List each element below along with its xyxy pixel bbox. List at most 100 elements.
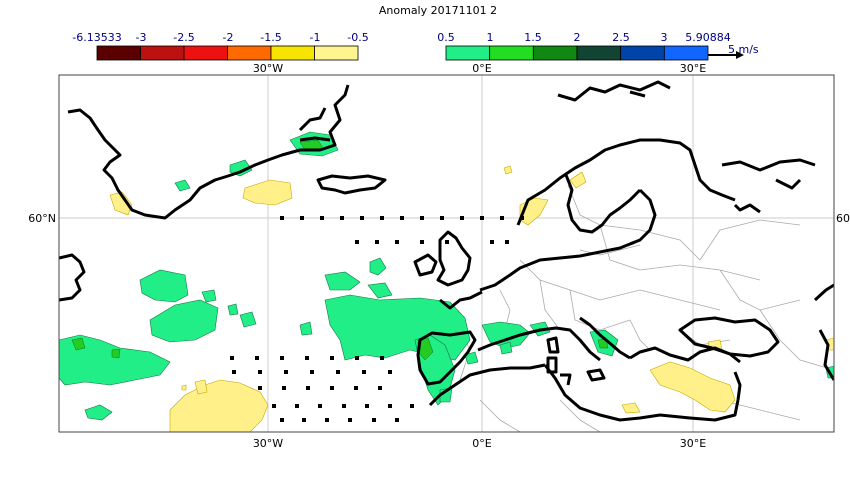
- wind-vector-mark: [480, 216, 484, 220]
- legend-positive-swatch: [532, 45, 578, 61]
- wind-vector-mark: [280, 418, 284, 422]
- bottom-tick-label: 0°E: [472, 437, 491, 450]
- wind-vector-mark: [280, 216, 284, 220]
- wind-vector-mark: [380, 356, 384, 360]
- wind-vector-mark: [400, 216, 404, 220]
- wind-vector-mark: [360, 216, 364, 220]
- legend-positive-label: 1: [487, 31, 494, 44]
- wind-vector-mark: [372, 418, 376, 422]
- wind-vector-mark: [232, 370, 236, 374]
- legend-negative-label: -1: [310, 31, 321, 44]
- wind-vector-mark: [348, 418, 352, 422]
- left-tick-label: 60°N: [28, 212, 56, 225]
- wind-vector-mark: [300, 216, 304, 220]
- wind-reference: 5 m/s: [708, 43, 759, 59]
- wind-vector-mark: [395, 240, 399, 244]
- wind-vector-mark: [365, 404, 369, 408]
- wind-vector-mark: [420, 240, 424, 244]
- legend-negative-label: -1.5: [260, 31, 281, 44]
- wind-vector-mark: [302, 418, 306, 422]
- legend-positive-label: 5.90884: [685, 31, 731, 44]
- bottom-tick-label: 30°E: [680, 437, 706, 450]
- wind-vector-mark: [336, 370, 340, 374]
- wind-vector-mark: [395, 418, 399, 422]
- wind-vector-mark: [280, 356, 284, 360]
- wind-vector-mark: [330, 356, 334, 360]
- legend-negative-label: -0.5: [347, 31, 368, 44]
- wind-vector-mark: [520, 216, 524, 220]
- wind-vector-mark: [378, 386, 382, 390]
- top-tick-label: 30°E: [680, 62, 706, 75]
- wind-vector-mark: [410, 404, 414, 408]
- wind-vector-mark: [306, 386, 310, 390]
- wind-vector-mark: [420, 216, 424, 220]
- legend-positive-label: 2.5: [612, 31, 630, 44]
- wind-vector-mark: [282, 386, 286, 390]
- wind-reference-label: 5 m/s: [728, 43, 759, 56]
- wind-vector-mark: [500, 216, 504, 220]
- wind-vector-mark: [460, 216, 464, 220]
- legend-negative-label: -2: [223, 31, 234, 44]
- wind-vector-mark: [505, 240, 509, 244]
- legend-negative-swatch: [140, 45, 185, 61]
- wind-vector-mark: [230, 356, 234, 360]
- legend-negative-swatch: [96, 45, 141, 61]
- wind-vector-mark: [272, 404, 276, 408]
- wind-vectors: [230, 216, 524, 422]
- legend-positive-label: 3: [661, 31, 668, 44]
- map-area: [59, 75, 834, 432]
- wind-vector-mark: [320, 216, 324, 220]
- wind-vector-mark: [388, 370, 392, 374]
- legend-positive-swatch: [576, 45, 622, 61]
- legend-negative-swatch: [183, 45, 228, 61]
- wind-vector-mark: [355, 356, 359, 360]
- wind-vector-mark: [284, 370, 288, 374]
- legend-negative-label: -2.5: [173, 31, 194, 44]
- wind-vector-mark: [440, 216, 444, 220]
- legend-negative: -6.13533 -3 -2.5 -2 -1.5 -1 -0.5: [72, 31, 369, 61]
- negative-anomaly-regions: [109, 165, 834, 432]
- wind-vector-mark: [490, 240, 494, 244]
- wind-vector-mark: [310, 370, 314, 374]
- wind-vector-mark: [295, 404, 299, 408]
- coastlines: [59, 80, 834, 422]
- axis-labels: 30°W 0°E 30°E 30°W 0°E 30°E 60°N 60: [28, 62, 850, 450]
- legend-negative-label: -6.13533: [72, 31, 121, 44]
- map-frame: [58, 74, 835, 433]
- legend-positive-swatch: [489, 45, 534, 61]
- wind-vector-mark: [258, 370, 262, 374]
- wind-vector-mark: [355, 240, 359, 244]
- wind-vector-mark: [258, 386, 262, 390]
- wind-vector-mark: [340, 216, 344, 220]
- legend-positive: 0.5 1 1.5 2 2.5 3 5.90884: [437, 31, 731, 61]
- legend-positive-label: 2: [574, 31, 581, 44]
- legend-positive-swatch: [445, 45, 491, 61]
- top-tick-label: 0°E: [472, 62, 491, 75]
- wind-vector-mark: [362, 370, 366, 374]
- legend-positive-swatch: [620, 45, 665, 61]
- bottom-tick-label: 30°W: [253, 437, 283, 450]
- top-tick-label: 30°W: [253, 62, 283, 75]
- legend-negative-swatch: [314, 45, 359, 61]
- wind-reference-arrowhead: [736, 51, 744, 59]
- wind-vector-mark: [342, 404, 346, 408]
- legend-negative-swatch: [270, 45, 315, 61]
- wind-vector-mark: [255, 356, 259, 360]
- legend-positive-label: 1.5: [524, 31, 542, 44]
- wind-vector-mark: [330, 386, 334, 390]
- wind-vector-mark: [375, 240, 379, 244]
- legend-positive-label: 0.5: [437, 31, 455, 44]
- wind-vector-mark: [325, 418, 329, 422]
- legend-negative-swatch: [227, 45, 272, 61]
- legend-negative-label: -3: [136, 31, 147, 44]
- wind-vector-mark: [305, 356, 309, 360]
- map-title: Anomaly 20171101 2: [379, 4, 497, 17]
- wind-vector-mark: [354, 386, 358, 390]
- wind-vector-mark: [445, 240, 449, 244]
- wind-vector-mark: [388, 404, 392, 408]
- right-tick-label: 60: [836, 212, 850, 225]
- wind-vector-mark: [318, 404, 322, 408]
- wind-vector-mark: [380, 216, 384, 220]
- legend-positive-swatch: [663, 45, 709, 61]
